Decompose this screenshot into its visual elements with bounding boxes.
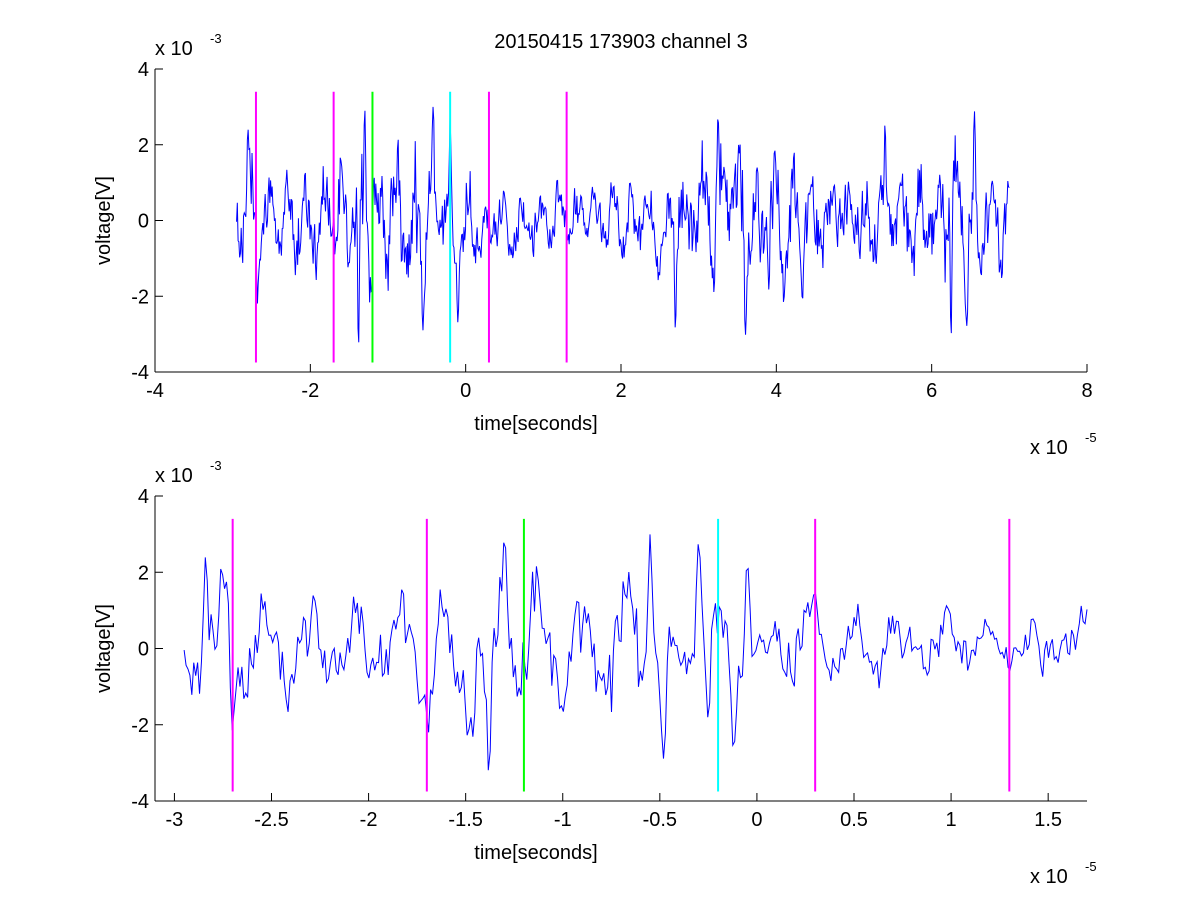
y-tick-label: 0	[138, 639, 149, 661]
x-scale-exponent: -5	[1085, 430, 1097, 445]
y-axis-label: voltage[V]	[93, 604, 115, 693]
x-scale-label: x 10	[1030, 437, 1068, 459]
chart-title: 20150415 173903 channel 3	[494, 31, 748, 53]
subplot-1: -4 -2 0 2 4 6 8 -4 -2 0 2 4 time[seconds] voltage[V] x…	[93, 31, 1097, 459]
y-tick-label: 2	[138, 135, 149, 157]
x-tick-label: 6	[926, 380, 937, 402]
y-tick-label: -2	[131, 286, 149, 308]
x-scale-label: x 10	[1030, 866, 1068, 888]
x-tick-label: 2	[615, 380, 626, 402]
y-tick-label: -2	[131, 715, 149, 737]
y-tick-label: -4	[131, 791, 149, 813]
x-axis-label: time[seconds]	[474, 413, 597, 435]
x-scale-exponent: -5	[1085, 859, 1097, 874]
x-tick-label: 1	[946, 809, 957, 831]
x-tick-label: 0.5	[840, 809, 868, 831]
y-tick-label: -4	[131, 362, 149, 384]
x-tick-label: -2.5	[254, 809, 288, 831]
signal-series	[236, 106, 1010, 343]
y-scale-exponent: -3	[210, 458, 222, 473]
x-tick-label: -0.5	[643, 809, 677, 831]
y-axis-label: voltage[V]	[93, 176, 115, 265]
subplot-2: -3 -2.5 -2 -1.5 -1 -0.5 0 0.5 1 1.5 -4 -2 0 2 4 time[se…	[93, 458, 1097, 888]
x-tick-label: 0	[460, 380, 471, 402]
x-tick-label: -2	[360, 809, 378, 831]
x-tick-label: -1	[554, 809, 572, 831]
x-axis-label: time[seconds]	[474, 842, 597, 864]
x-tick-label: 8	[1081, 380, 1092, 402]
x-tick-label: 0	[751, 809, 762, 831]
y-scale-label: x 10	[155, 465, 193, 487]
y-scale-label: x 10	[155, 38, 193, 60]
y-scale-exponent: -3	[210, 31, 222, 46]
x-tick-label: -4	[146, 380, 164, 402]
x-tick-label: -1.5	[448, 809, 482, 831]
x-tick-label: 4	[771, 380, 782, 402]
x-tick-label: 1.5	[1034, 809, 1062, 831]
signal-series	[183, 534, 1088, 771]
x-tick-label: -2	[301, 380, 319, 402]
y-tick-label: 2	[138, 562, 149, 584]
x-tick-label: -3	[166, 809, 184, 831]
y-tick-label: 4	[138, 486, 149, 508]
y-tick-label: 0	[138, 211, 149, 233]
y-tick-label: 4	[138, 59, 149, 81]
